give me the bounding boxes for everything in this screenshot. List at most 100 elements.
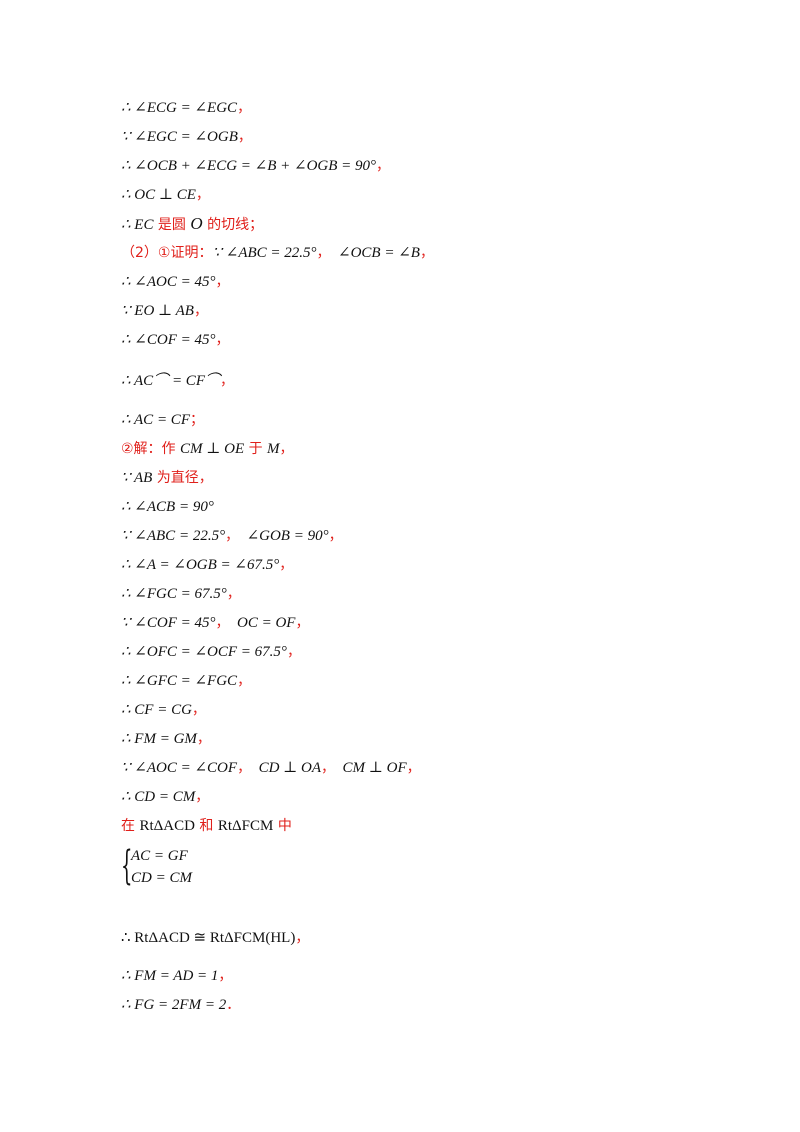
section-heading: ②解：作 <box>121 441 181 457</box>
proof-line-8: ∵ EO ⊥ AB， <box>121 301 208 321</box>
punctuation: ， <box>195 789 210 805</box>
punctuation: ， <box>215 332 230 348</box>
proof-line-23: ∵ ∠AOC = ∠COF， CD ⊥ OA， CM ⊥ OF， <box>121 758 421 778</box>
left-brace: { <box>121 843 133 889</box>
proof-line-6: （2）①证明：∵ ∠ABC = 22.5°， ∠OCB = ∠B， <box>121 243 434 263</box>
punctuation: ， <box>328 528 343 544</box>
chinese-text: 于 <box>244 441 268 457</box>
math-expression: ∴ ∠COF = 45° <box>121 332 216 348</box>
proof-line-10: ∴ AC⌒ = CF⌒， <box>121 371 234 391</box>
math-expression: ∴ AC = CF <box>121 412 190 428</box>
punctuation: ， <box>237 100 252 116</box>
math-expression: ∵ AB <box>121 470 153 486</box>
punctuation: ， <box>316 245 331 261</box>
punctuation: ， <box>279 557 294 573</box>
proof-line-21: ∴ CF = CG， <box>121 700 206 720</box>
proof-line-7: ∴ ∠AOC = 45°， <box>121 272 229 292</box>
proof-line-12: ②解：作 CM ⊥ OE 于 M， <box>121 439 294 459</box>
math-expression: ∴ FG = 2FM = 2 <box>121 997 227 1013</box>
proof-line-20: ∴ ∠GFC = ∠FGC， <box>121 671 251 691</box>
math-expression: ∴ ∠OCB + ∠ECG = ∠B + ∠OGB = 90° <box>121 158 377 174</box>
punctuation: ， <box>226 586 241 602</box>
punctuation: ， <box>286 644 301 660</box>
math-expression: ∴ ∠AOC = 45° <box>121 274 216 290</box>
punctuation: ， <box>218 968 233 984</box>
punctuation: ， <box>295 615 310 631</box>
conclusion-line-2: ∴ FM = AD = 1， <box>121 966 232 986</box>
math-expression: OC = OF <box>236 615 296 631</box>
punctuation: ， <box>279 441 294 457</box>
punctuation: ， <box>191 702 206 718</box>
punctuation: ， <box>406 760 421 776</box>
proof-line-5: ∴ EC 是圆 O 的切线； <box>121 214 263 235</box>
chinese-text: 和 <box>194 818 218 834</box>
punctuation: ， <box>225 528 240 544</box>
punctuation: ， <box>237 129 252 145</box>
chinese-text: 中 <box>273 818 292 834</box>
math-expression: ∠OCB = ∠B <box>338 245 420 261</box>
math-expression: RtΔFCM <box>217 818 274 834</box>
math-expression: RtΔACD <box>139 818 195 834</box>
section-heading: （2）①证明： <box>121 245 213 261</box>
math-expression: ∵ ∠ABC = 22.5° <box>212 245 317 261</box>
proof-line-22: ∴ FM = GM， <box>121 729 211 749</box>
proof-line-4: ∴ OC ⊥ CE， <box>121 185 210 205</box>
math-expression: ∴ ∠GFC = ∠FGC <box>121 673 238 689</box>
math-expression: ∴ OC ⊥ CE <box>121 187 196 203</box>
math-expression: ∴ FM = GM <box>121 731 197 747</box>
math-expression: ∴ FM = AD = 1 <box>121 968 219 984</box>
math-expression: CM ⊥ OF <box>342 760 407 776</box>
punctuation: ， <box>237 760 252 776</box>
chinese-text: 为直径， <box>152 470 213 486</box>
system-equation-1: AC = GF <box>131 848 188 864</box>
math-expression: ∴ ∠A = ∠OGB = ∠67.5° <box>121 557 280 573</box>
math-expression: ∴ ∠ACB = 90° <box>121 499 214 515</box>
proof-line-18: ∵ ∠COF = 45°， OC = OF， <box>121 613 309 633</box>
math-expression: M <box>267 441 280 457</box>
math-expression: ∴ RtΔACD ≅ RtΔFCM(HL) <box>121 930 296 946</box>
math-expression: O <box>190 214 203 233</box>
proof-line-19: ∴ ∠OFC = ∠OCF = 67.5°， <box>121 642 301 662</box>
proof-line-17: ∴ ∠FGC = 67.5°， <box>121 584 241 604</box>
chinese-text: 在 <box>121 818 140 834</box>
math-expression: ∴ CD = CM <box>121 789 196 805</box>
proof-line-1: ∴ ∠ECG = ∠EGC， <box>121 98 251 118</box>
punctuation: ， <box>195 187 210 203</box>
proof-line-24: ∴ CD = CM， <box>121 787 209 807</box>
math-expression: CM ⊥ OE <box>180 441 245 457</box>
math-expression: ∵ ∠EGC = ∠OGB <box>121 129 238 145</box>
math-expression: ∴ ∠OFC = ∠OCF = 67.5° <box>121 644 287 660</box>
proof-line-25: 在 RtΔACD 和 RtΔFCM 中 <box>121 816 292 836</box>
math-expression: ∴ AC⌒ = CF⌒ <box>121 373 220 389</box>
proof-line-14: ∴ ∠ACB = 90° <box>121 497 214 517</box>
proof-line-16: ∴ ∠A = ∠OGB = ∠67.5°， <box>121 555 293 575</box>
proof-line-2: ∵ ∠EGC = ∠OGB， <box>121 127 252 147</box>
math-expression: ∵ EO ⊥ AB <box>121 303 194 319</box>
math-expression: CD ⊥ OA <box>258 760 322 776</box>
math-expression: ∵ ∠COF = 45° <box>121 615 216 631</box>
punctuation: ， <box>376 158 391 174</box>
punctuation: ． <box>226 997 241 1013</box>
math-expression: ∴ CF = CG <box>121 702 192 718</box>
chinese-text: 的切线； <box>202 217 264 233</box>
math-expression: ∴ ∠ECG = ∠EGC <box>121 100 238 116</box>
punctuation: ， <box>321 760 336 776</box>
proof-line-3: ∴ ∠OCB + ∠ECG = ∠B + ∠OGB = 90°， <box>121 156 390 176</box>
punctuation: ， <box>215 274 230 290</box>
proof-line-13: ∵ AB 为直径， <box>121 468 213 488</box>
conclusion-line-3: ∴ FG = 2FM = 2． <box>121 995 240 1015</box>
math-expression: ∴ EC <box>121 217 154 233</box>
math-expression: ∠GOB = 90° <box>246 528 329 544</box>
conclusion-line-1: ∴ RtΔACD ≅ RtΔFCM(HL)， <box>121 928 309 948</box>
math-expression: ∴ ∠FGC = 67.5° <box>121 586 227 602</box>
punctuation: ， <box>219 373 234 389</box>
chinese-text: 是圆 <box>153 217 191 233</box>
proof-line-9: ∴ ∠COF = 45°， <box>121 330 229 350</box>
punctuation: ， <box>193 303 208 319</box>
proof-line-15: ∵ ∠ABC = 22.5°， ∠GOB = 90°， <box>121 526 343 546</box>
punctuation: ， <box>237 673 252 689</box>
punctuation: ， <box>215 615 230 631</box>
proof-line-11: ∴ AC = CF； <box>121 410 204 430</box>
math-expression: ∵ ∠AOC = ∠COF <box>121 760 238 776</box>
